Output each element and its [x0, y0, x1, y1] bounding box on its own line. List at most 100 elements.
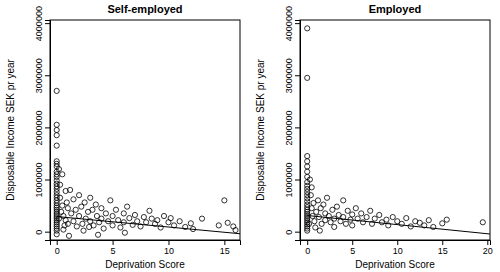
point [222, 198, 227, 203]
point [308, 193, 313, 198]
point [64, 200, 69, 205]
tick-label: 5 [111, 246, 116, 256]
chart: 0 5 10 15 0 1000000 2000000 3000000 4000000 Self-… [0, 0, 500, 272]
tick-label: 3000000 [34, 58, 44, 93]
x-axis: 0 5 10 15 [51, 240, 241, 256]
tick: 10 [164, 240, 174, 256]
point [65, 221, 70, 226]
point [345, 208, 350, 213]
point [155, 218, 160, 223]
point [54, 88, 59, 93]
tick-mark [57, 240, 58, 245]
point [404, 216, 409, 221]
point [61, 227, 66, 232]
point [110, 213, 115, 218]
point [225, 220, 230, 225]
point [60, 172, 65, 177]
tick-label: 1000000 [284, 163, 294, 198]
point [233, 227, 238, 232]
point [118, 225, 123, 230]
point [54, 232, 59, 237]
title: Self-employed [107, 3, 182, 15]
plot-frame [300, 20, 490, 240]
tick-label: 10 [393, 246, 403, 256]
tick-label: 1000000 [34, 163, 44, 198]
point [306, 221, 311, 226]
point [314, 209, 319, 214]
point [88, 195, 93, 200]
point [95, 232, 100, 237]
point [360, 220, 365, 225]
point [125, 204, 130, 209]
point [76, 193, 81, 198]
point [350, 223, 355, 228]
tick-label: 4000000 [34, 6, 44, 41]
point [305, 75, 310, 80]
tick-mark [113, 240, 114, 245]
tick-mark [45, 232, 50, 233]
x-axis-title: Deprivation Score [105, 259, 185, 270]
tick: 15 [220, 240, 230, 256]
point [65, 206, 70, 211]
point [364, 214, 369, 219]
axis-line [45, 21, 51, 241]
point [108, 198, 113, 203]
point [309, 206, 314, 211]
point [384, 217, 389, 222]
point [121, 211, 126, 216]
point [305, 169, 310, 174]
point [305, 164, 310, 169]
tick-label: 3000000 [284, 58, 294, 93]
plot-area [305, 26, 490, 234]
point [317, 228, 322, 233]
tick: 20 [483, 240, 493, 256]
point [353, 206, 358, 211]
tick: 5 [111, 240, 116, 256]
tick-mark [352, 240, 353, 245]
tick-label: 0 [284, 230, 294, 235]
tick-mark [45, 75, 50, 76]
point [54, 133, 59, 138]
point [68, 187, 73, 192]
point [93, 202, 98, 207]
tick-mark [168, 240, 169, 245]
point [82, 200, 87, 205]
point [71, 219, 76, 224]
y-axis: 0 1000000 2000000 3000000 4000000 [284, 6, 301, 240]
point [359, 211, 364, 216]
point [54, 127, 59, 132]
point [74, 224, 79, 229]
point [54, 122, 59, 127]
tick: 0 [55, 240, 60, 256]
x-axis: 05101520 [301, 240, 493, 256]
plot-area [54, 88, 240, 238]
point [444, 217, 449, 222]
point [334, 204, 339, 209]
point [132, 212, 137, 217]
point [127, 216, 132, 221]
point [350, 212, 355, 217]
tick-label: 2000000 [284, 110, 294, 145]
axis-line [295, 21, 301, 241]
point [216, 223, 221, 228]
point [149, 216, 154, 221]
point [161, 213, 166, 218]
point [80, 221, 85, 226]
tick: 2000000 [34, 110, 50, 145]
tick: 0 [34, 230, 50, 235]
tick: 1000000 [34, 163, 50, 198]
tick: 4000000 [284, 6, 300, 41]
point [69, 211, 74, 216]
tick: 3000000 [34, 58, 50, 93]
tick: 2000000 [284, 110, 300, 145]
point [323, 211, 328, 216]
tick: 1000000 [284, 163, 300, 198]
tick-label: 0 [55, 246, 60, 256]
point [113, 207, 118, 212]
point [188, 221, 193, 226]
point [343, 221, 348, 226]
point [199, 216, 204, 221]
tick: 0 [284, 230, 300, 235]
axis-line [51, 241, 241, 246]
point [73, 207, 78, 212]
